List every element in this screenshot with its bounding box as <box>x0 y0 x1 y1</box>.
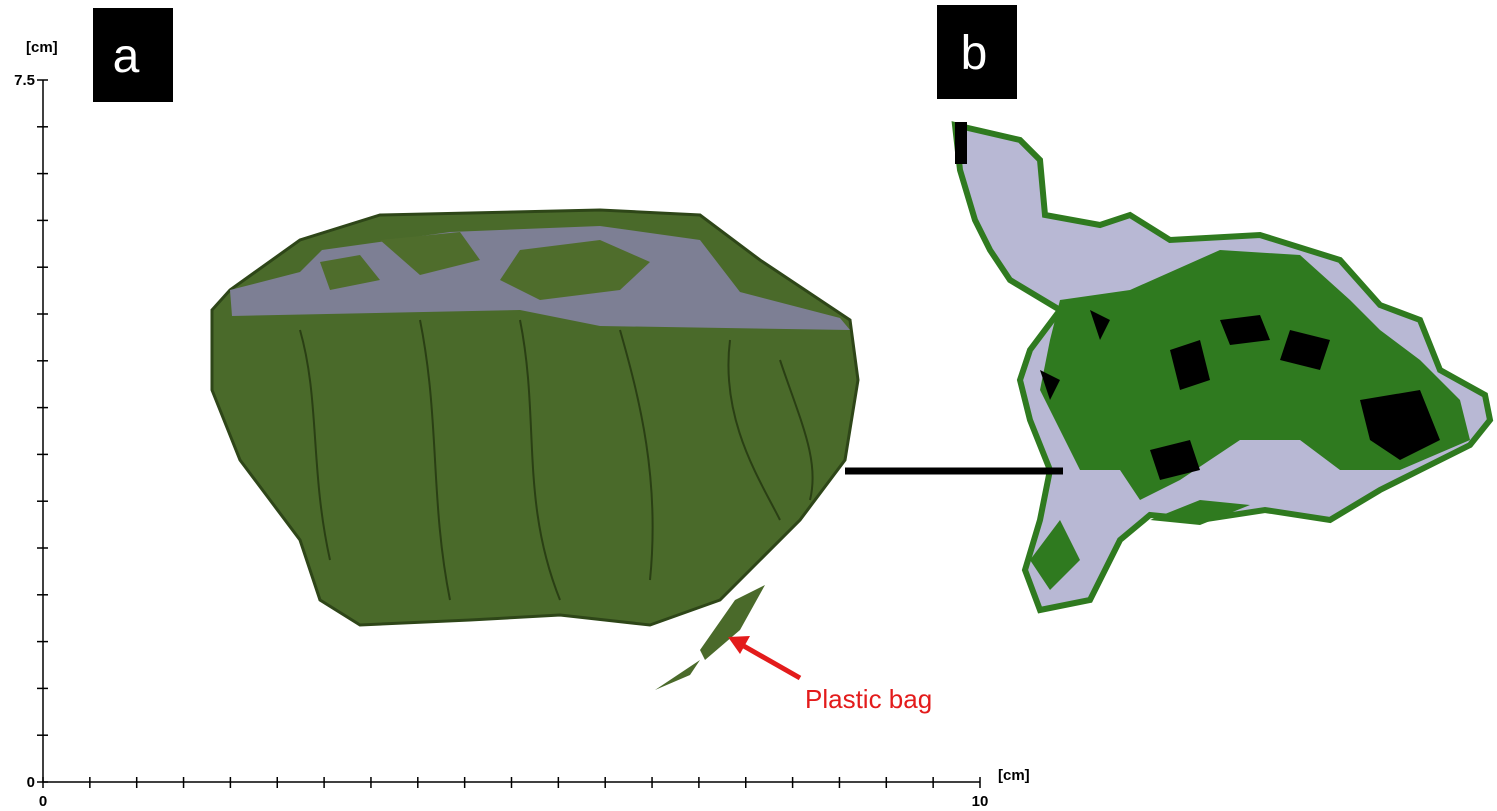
y-tick-label: 7.5 <box>14 72 35 89</box>
annotation: Plastic bag <box>805 684 932 714</box>
render-3d <box>212 210 858 690</box>
panel-label: b <box>961 27 988 80</box>
y-tick-label: 0 <box>27 774 35 791</box>
y-unit: [cm] <box>26 39 58 56</box>
page: a b Plastic bag [cm] [cm] 07.5010 (() =>… <box>0 0 1497 811</box>
x-tick-label: 0 <box>39 793 47 810</box>
x-tick-label: 10 <box>972 793 989 810</box>
x-unit: [cm] <box>998 767 1030 784</box>
cross-section <box>955 122 1490 610</box>
figure: a b Plastic bag [cm] [cm] 0 7.5 0 10 <box>0 0 1497 811</box>
arrow <box>742 645 800 678</box>
panel-label: a <box>113 30 140 83</box>
